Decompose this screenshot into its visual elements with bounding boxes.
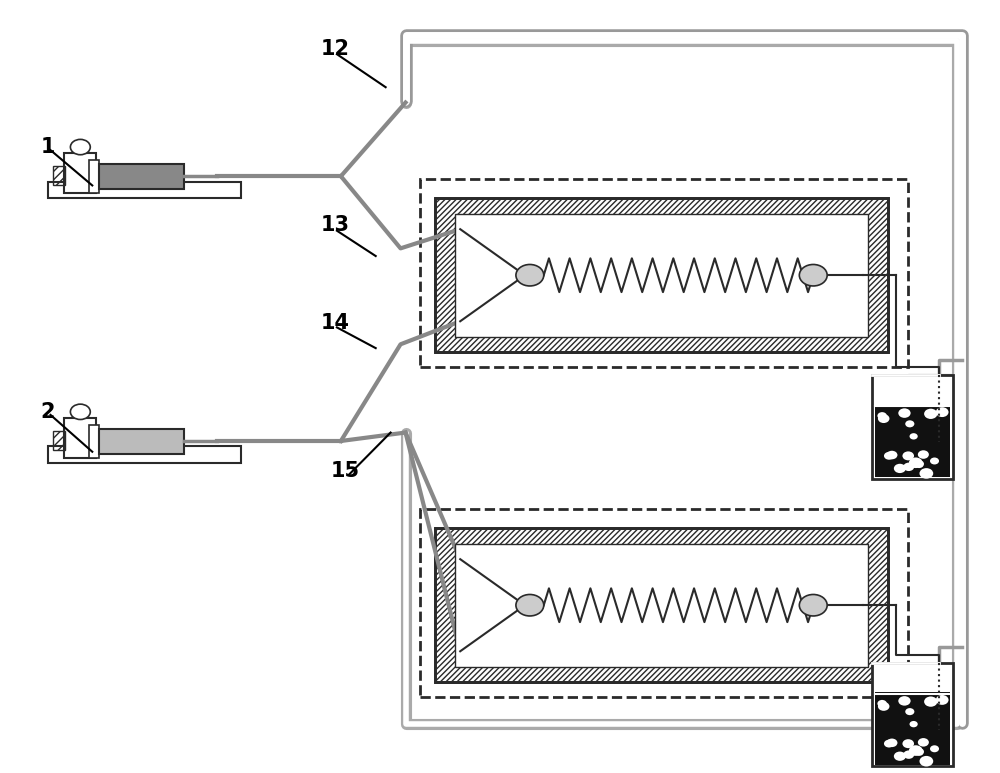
Circle shape <box>886 451 897 459</box>
Circle shape <box>877 700 887 707</box>
Circle shape <box>902 451 914 461</box>
Circle shape <box>878 702 889 711</box>
Bar <box>48 446 241 463</box>
Text: 15: 15 <box>331 461 360 481</box>
Circle shape <box>898 408 911 418</box>
Bar <box>872 375 953 478</box>
Circle shape <box>936 695 949 705</box>
Bar <box>53 431 65 450</box>
Bar <box>435 199 888 352</box>
Circle shape <box>898 696 911 706</box>
Circle shape <box>910 721 918 727</box>
Circle shape <box>924 696 937 707</box>
Text: 12: 12 <box>321 39 350 59</box>
Bar <box>435 199 888 352</box>
Text: 1: 1 <box>41 137 55 157</box>
Bar <box>435 529 888 682</box>
Bar <box>455 214 868 336</box>
Circle shape <box>516 264 544 286</box>
Circle shape <box>70 404 90 420</box>
Circle shape <box>903 462 914 471</box>
Circle shape <box>903 751 914 759</box>
Circle shape <box>918 451 929 459</box>
Circle shape <box>70 139 90 155</box>
Bar <box>99 164 184 189</box>
Circle shape <box>884 452 894 460</box>
Bar <box>53 166 65 186</box>
Circle shape <box>905 708 914 715</box>
Bar <box>48 182 241 199</box>
Circle shape <box>915 461 924 468</box>
Circle shape <box>894 464 906 473</box>
Bar <box>875 404 950 477</box>
Bar <box>89 425 99 458</box>
Bar <box>64 418 96 458</box>
Circle shape <box>877 412 887 420</box>
Circle shape <box>916 748 924 754</box>
Bar <box>875 693 950 764</box>
Circle shape <box>905 421 914 427</box>
Bar <box>64 153 96 193</box>
Circle shape <box>799 594 827 616</box>
Circle shape <box>909 745 923 756</box>
Text: 13: 13 <box>321 216 350 235</box>
Circle shape <box>930 458 939 465</box>
Circle shape <box>516 594 544 616</box>
Bar <box>99 429 184 454</box>
Bar <box>455 214 868 336</box>
Bar <box>420 179 908 367</box>
Bar <box>872 662 953 766</box>
Circle shape <box>878 414 889 423</box>
Circle shape <box>915 749 924 756</box>
Circle shape <box>910 433 918 440</box>
Circle shape <box>909 458 923 468</box>
Circle shape <box>919 468 933 478</box>
Bar <box>435 529 888 682</box>
Circle shape <box>886 738 897 747</box>
Circle shape <box>936 407 949 417</box>
Circle shape <box>884 740 894 747</box>
Bar <box>455 544 868 666</box>
Circle shape <box>918 738 929 747</box>
Circle shape <box>916 461 924 467</box>
Text: 14: 14 <box>321 313 350 333</box>
Circle shape <box>799 264 827 286</box>
Bar <box>89 160 99 193</box>
Circle shape <box>924 409 937 419</box>
Circle shape <box>919 756 933 767</box>
Text: 2: 2 <box>41 402 55 422</box>
Bar <box>420 509 908 697</box>
Circle shape <box>894 751 906 761</box>
Bar <box>455 544 868 666</box>
Circle shape <box>930 745 939 752</box>
Circle shape <box>902 739 914 748</box>
